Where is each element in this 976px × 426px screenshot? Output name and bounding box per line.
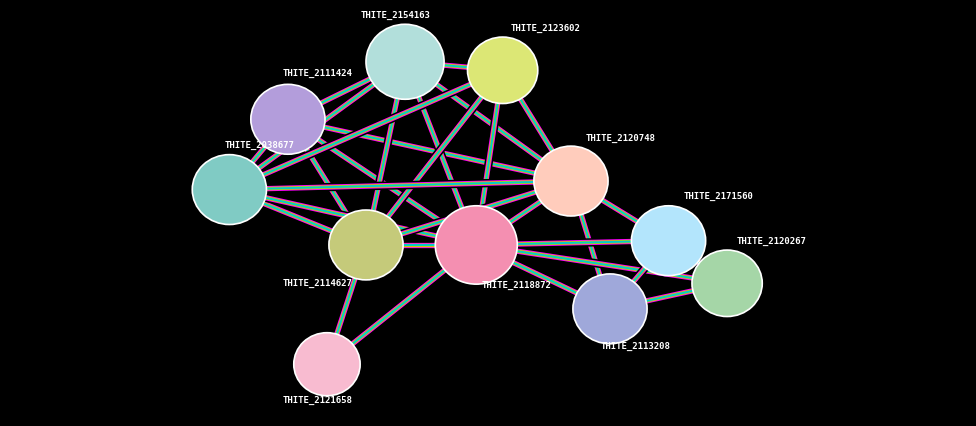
Ellipse shape [692,250,762,317]
Text: THITE_2111424: THITE_2111424 [283,69,353,78]
Text: THITE_2118872: THITE_2118872 [481,281,551,290]
Text: THITE_2154163: THITE_2154163 [361,11,431,20]
Text: THITE_2123602: THITE_2123602 [510,24,581,33]
Text: THITE_2121658: THITE_2121658 [283,396,353,405]
Ellipse shape [192,155,266,225]
Ellipse shape [435,206,517,284]
Text: THITE_2171560: THITE_2171560 [683,193,753,201]
Text: THITE_2113208: THITE_2113208 [600,343,671,351]
Ellipse shape [329,210,403,280]
Text: THITE_2114627: THITE_2114627 [283,279,353,288]
Text: THITE_2120748: THITE_2120748 [586,134,656,143]
Ellipse shape [468,37,538,104]
Ellipse shape [294,333,360,396]
Text: THITE_2038677: THITE_2038677 [224,141,295,150]
Ellipse shape [366,24,444,99]
Ellipse shape [631,206,706,276]
Ellipse shape [251,84,325,154]
Ellipse shape [573,274,647,344]
Text: THITE_2120267: THITE_2120267 [737,237,807,246]
Ellipse shape [534,146,608,216]
